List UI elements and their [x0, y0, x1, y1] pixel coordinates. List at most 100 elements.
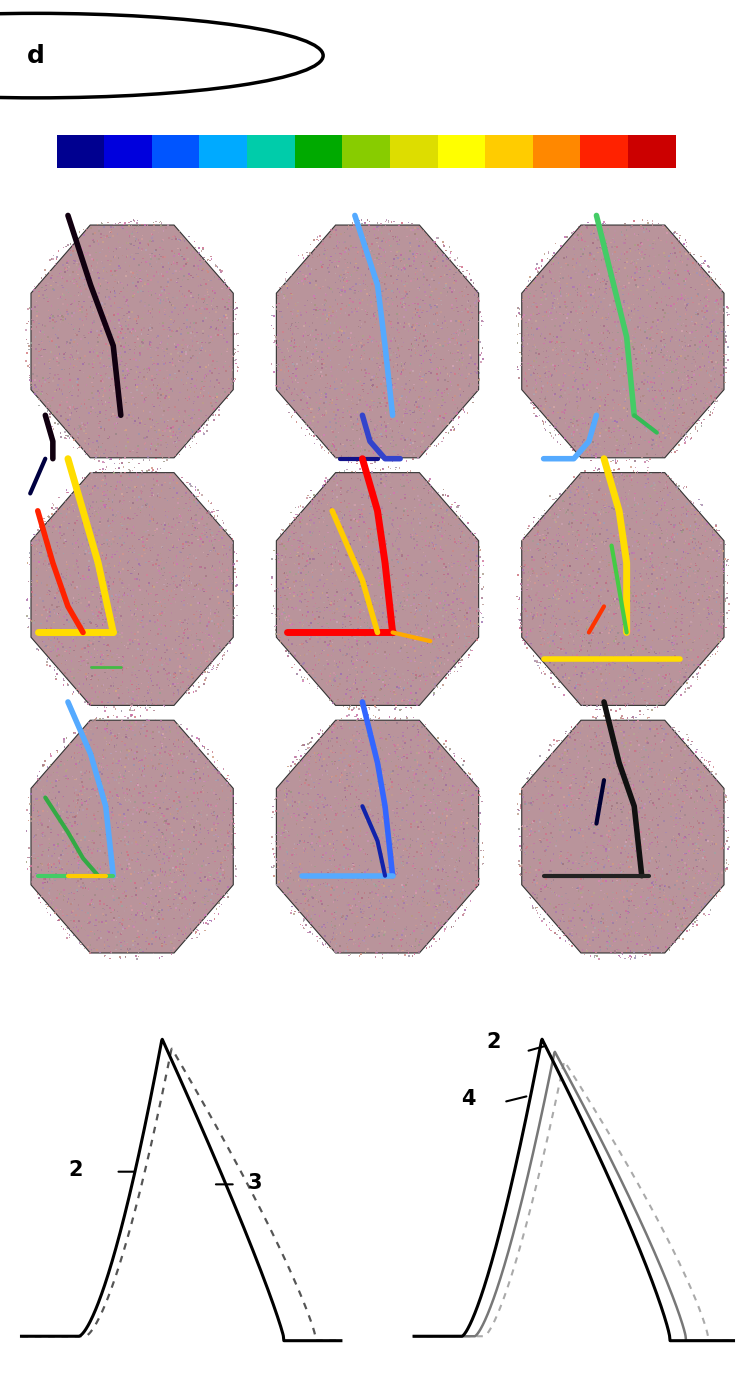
- Point: [103, 491, 115, 513]
- Point: [544, 912, 556, 934]
- Point: [449, 363, 461, 385]
- Point: [225, 799, 237, 821]
- Point: [563, 416, 575, 438]
- Point: [402, 434, 414, 456]
- Point: [42, 856, 54, 878]
- Point: [525, 620, 537, 642]
- Point: [353, 767, 365, 790]
- Point: [707, 869, 720, 891]
- Point: [665, 513, 677, 535]
- Point: [174, 402, 186, 424]
- Point: [399, 270, 411, 292]
- Point: [114, 236, 126, 259]
- Point: [204, 331, 216, 353]
- Point: [311, 600, 323, 623]
- Point: [705, 349, 717, 371]
- Point: [165, 739, 177, 762]
- Point: [148, 834, 160, 856]
- Point: [409, 270, 421, 292]
- Point: [679, 852, 691, 874]
- Point: [519, 791, 532, 813]
- Point: [193, 259, 205, 281]
- Point: [645, 635, 657, 657]
- Point: [534, 539, 546, 562]
- Point: [646, 821, 658, 844]
- Point: [460, 336, 472, 359]
- Point: [664, 830, 676, 852]
- Point: [70, 916, 82, 938]
- Point: [388, 402, 400, 424]
- Point: [205, 316, 217, 338]
- Point: [61, 767, 73, 790]
- Point: [323, 261, 335, 284]
- Point: [672, 788, 684, 810]
- Point: [634, 703, 646, 726]
- Point: [298, 644, 310, 666]
- Point: [561, 227, 573, 249]
- Point: [226, 528, 239, 550]
- Point: [430, 227, 442, 249]
- Point: [201, 546, 213, 569]
- Point: [93, 518, 105, 541]
- Point: [66, 746, 78, 769]
- Point: [109, 484, 121, 506]
- Point: [585, 817, 597, 840]
- Point: [229, 338, 241, 360]
- Point: [125, 739, 137, 762]
- Point: [281, 588, 293, 610]
- Point: [115, 400, 127, 423]
- Point: [77, 353, 89, 375]
- Point: [615, 842, 627, 865]
- Point: [351, 895, 363, 917]
- Point: [361, 821, 373, 844]
- Point: [667, 393, 679, 416]
- Point: [385, 492, 397, 514]
- Point: [159, 916, 171, 938]
- Point: [391, 378, 403, 400]
- Point: [171, 286, 183, 309]
- Point: [587, 502, 599, 524]
- Point: [404, 232, 416, 254]
- Point: [107, 403, 119, 425]
- Point: [161, 580, 173, 602]
- Point: [99, 842, 111, 865]
- Point: [701, 300, 713, 322]
- Point: [630, 796, 642, 819]
- Point: [390, 434, 402, 456]
- Point: [384, 587, 396, 609]
- Point: [682, 247, 694, 270]
- Point: [349, 607, 361, 630]
- Point: [556, 348, 568, 370]
- Point: [345, 452, 357, 474]
- Point: [588, 534, 600, 556]
- Point: [267, 595, 279, 617]
- Point: [44, 833, 56, 855]
- Point: [24, 810, 36, 833]
- Point: [353, 228, 365, 250]
- Point: [162, 758, 174, 780]
- Point: [315, 587, 327, 609]
- Point: [442, 563, 455, 585]
- Point: [328, 410, 341, 432]
- Point: [188, 585, 200, 607]
- Point: [210, 403, 222, 425]
- Point: [161, 261, 173, 284]
- Point: [313, 277, 325, 299]
- Point: [138, 535, 150, 557]
- Point: [156, 600, 168, 623]
- Point: [201, 292, 213, 314]
- Point: [109, 361, 121, 384]
- Point: [663, 467, 675, 489]
- Point: [79, 902, 91, 924]
- Point: [194, 767, 206, 790]
- Point: [513, 297, 525, 320]
- Point: [632, 741, 644, 763]
- Point: [420, 716, 432, 738]
- Point: [365, 892, 377, 915]
- Point: [60, 550, 72, 573]
- Point: [227, 605, 239, 627]
- Point: [638, 796, 650, 819]
- Point: [458, 635, 470, 657]
- Point: [705, 602, 717, 624]
- Point: [348, 929, 360, 951]
